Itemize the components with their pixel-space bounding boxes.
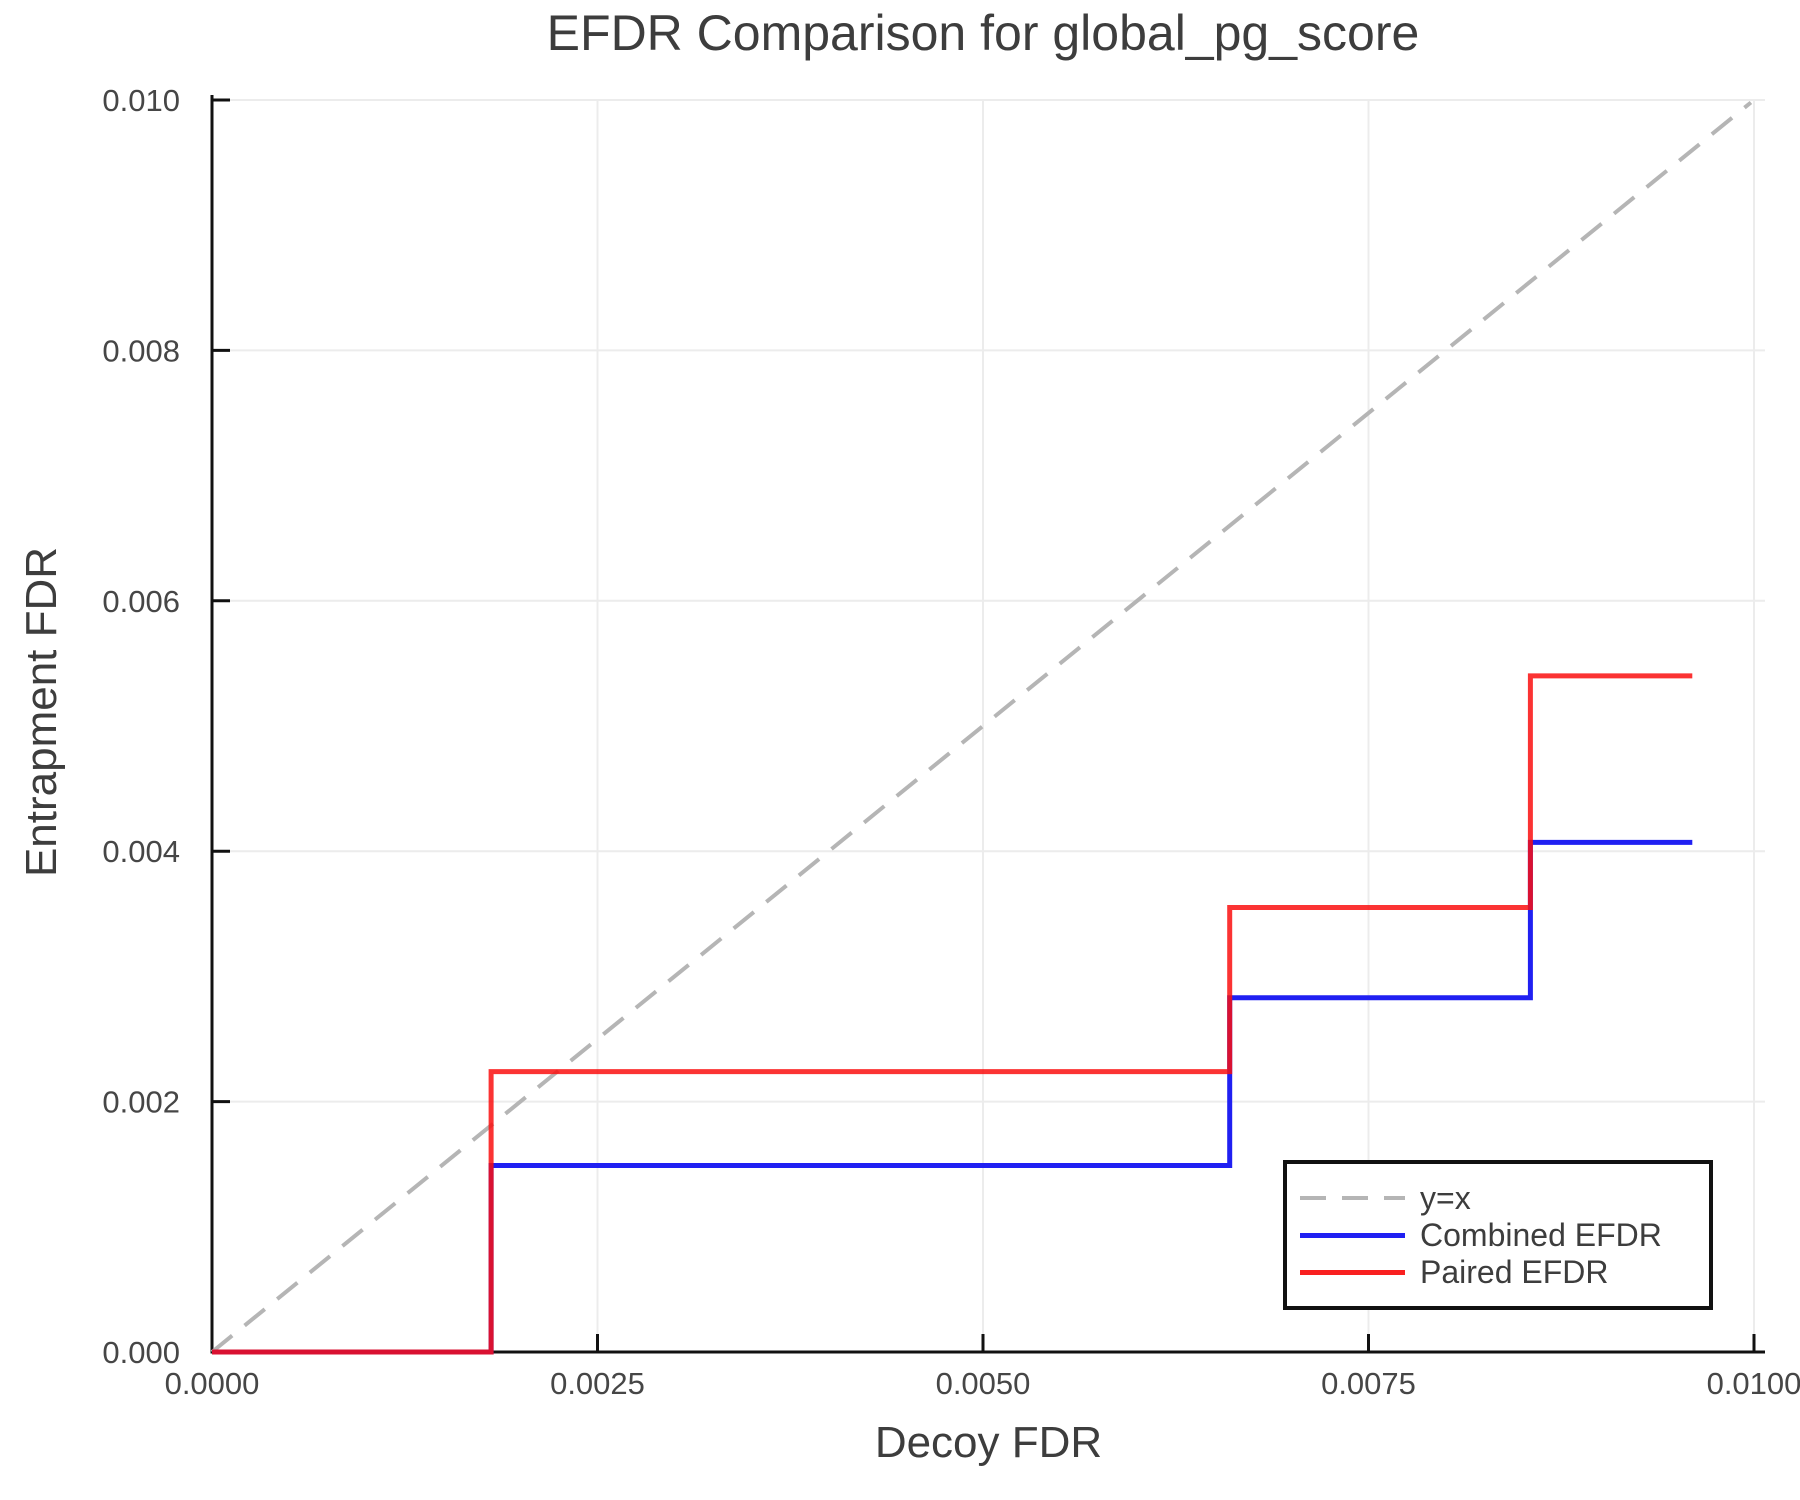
y-tick-label: 0.008 bbox=[102, 333, 180, 368]
series-paired-efdr bbox=[212, 673, 1693, 1355]
x-tick-label: 0.0100 bbox=[1707, 1366, 1800, 1401]
blue-line-icon bbox=[1300, 1232, 1405, 1238]
x-tick-label: 0.0000 bbox=[165, 1366, 260, 1401]
x-axis-label: Decoy FDR bbox=[874, 1418, 1103, 1467]
y-tick-label: 0.006 bbox=[102, 584, 180, 619]
legend-label: Paired EFDR bbox=[1420, 1253, 1609, 1290]
legend-item-y-equals-x: y=x bbox=[1287, 1180, 1709, 1217]
legend-label: y=x bbox=[1420, 1179, 1471, 1216]
y-tick-label: 0.002 bbox=[102, 1085, 180, 1120]
x-tick-label: 0.0025 bbox=[550, 1366, 645, 1401]
x-tick-label: 0.0050 bbox=[936, 1366, 1031, 1401]
legend-label: Combined EFDR bbox=[1420, 1216, 1662, 1253]
chart-title: EFDR Comparison for global_pg_score bbox=[546, 5, 1420, 61]
dashed-line-icon bbox=[1300, 1196, 1405, 1200]
series-y-x bbox=[210, 100, 1753, 1354]
legend-item-combined-efdr: Combined EFDR bbox=[1287, 1217, 1709, 1254]
x-tick-label: 0.0075 bbox=[1321, 1366, 1416, 1401]
red-line-icon bbox=[1300, 1269, 1405, 1275]
y-tick-label: 0.010 bbox=[102, 83, 180, 118]
y-tick-label: 0.000 bbox=[102, 1335, 180, 1370]
legend-item-paired-efdr: Paired EFDR bbox=[1287, 1254, 1709, 1291]
legend: y=x Combined EFDR Paired EFDR bbox=[1283, 1160, 1713, 1310]
y-tick-label: 0.004 bbox=[102, 834, 180, 869]
